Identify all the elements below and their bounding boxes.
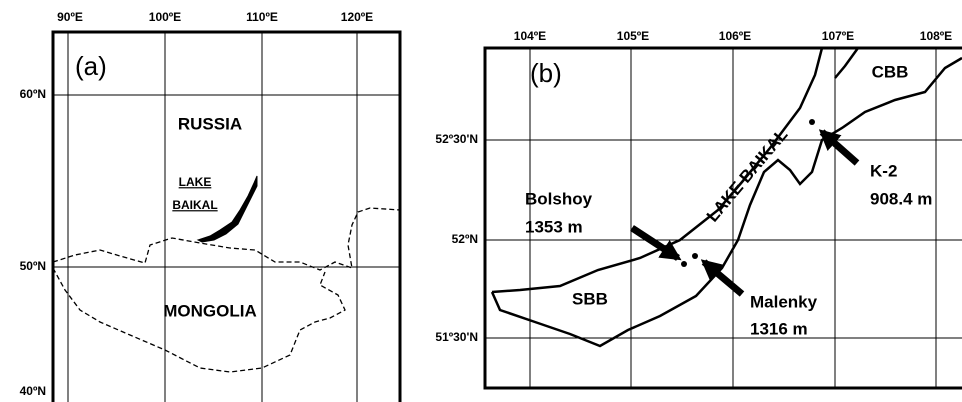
lon-tick: 90ºE	[57, 10, 83, 24]
lon-tick: 108ºE	[920, 29, 952, 43]
place-label: BAIKAL	[172, 198, 217, 212]
lat-tick: 52ºN	[452, 232, 478, 246]
lon-tick: 110ºE	[246, 10, 278, 24]
lon-tick: 105ºE	[617, 29, 649, 43]
lake-baikal	[196, 175, 258, 243]
site-name: K-2	[870, 161, 897, 180]
panel-label: (a)	[75, 51, 107, 81]
frame	[51, 30, 402, 402]
site-name: Malenky	[750, 292, 818, 311]
arrow	[818, 129, 860, 166]
lat-tick: 52º30'N	[435, 132, 478, 146]
site-dot	[809, 119, 815, 125]
panel-b: (b) 104ºE 105ºE 106ºE 107ºE 108ºE 52º30'…	[435, 29, 962, 390]
lon-tick: 120ºE	[341, 10, 373, 24]
lat-tick: 51º30'N	[435, 330, 478, 344]
lon-tick: 100ºE	[149, 10, 181, 24]
arrow	[630, 225, 682, 261]
frame	[483, 46, 962, 390]
lon-tick: 104ºE	[514, 29, 546, 43]
site-dot	[681, 261, 687, 267]
lat-tick: 60ºN	[20, 87, 46, 101]
site-depth: 908.4 m	[870, 189, 932, 208]
lat-tick: 40ºN	[20, 384, 46, 398]
site-depth: 1316 m	[750, 319, 808, 338]
place-label: MONGOLIA	[163, 301, 257, 320]
shoreline	[490, 47, 962, 348]
grid	[485, 48, 962, 388]
site-dot	[692, 253, 698, 259]
mongolia-border	[52, 207, 401, 373]
arrow	[700, 259, 745, 297]
basin-label: CBB	[872, 62, 909, 81]
site-depth: 1353 m	[525, 217, 583, 236]
lon-tick: 106ºE	[719, 29, 751, 43]
panel-a: (a) 90ºE 100ºE 110ºE 120ºE 60ºN 50ºN 40º…	[20, 10, 402, 402]
place-label: RUSSIA	[178, 114, 242, 133]
place-label: LAKE	[179, 175, 212, 189]
lat-tick: 50ºN	[20, 259, 46, 273]
lon-tick: 107ºE	[822, 29, 854, 43]
site-name: Bolshoy	[525, 189, 593, 208]
basin-label: SBB	[572, 289, 608, 308]
grid	[53, 32, 400, 402]
panel-label: (b)	[530, 58, 562, 88]
